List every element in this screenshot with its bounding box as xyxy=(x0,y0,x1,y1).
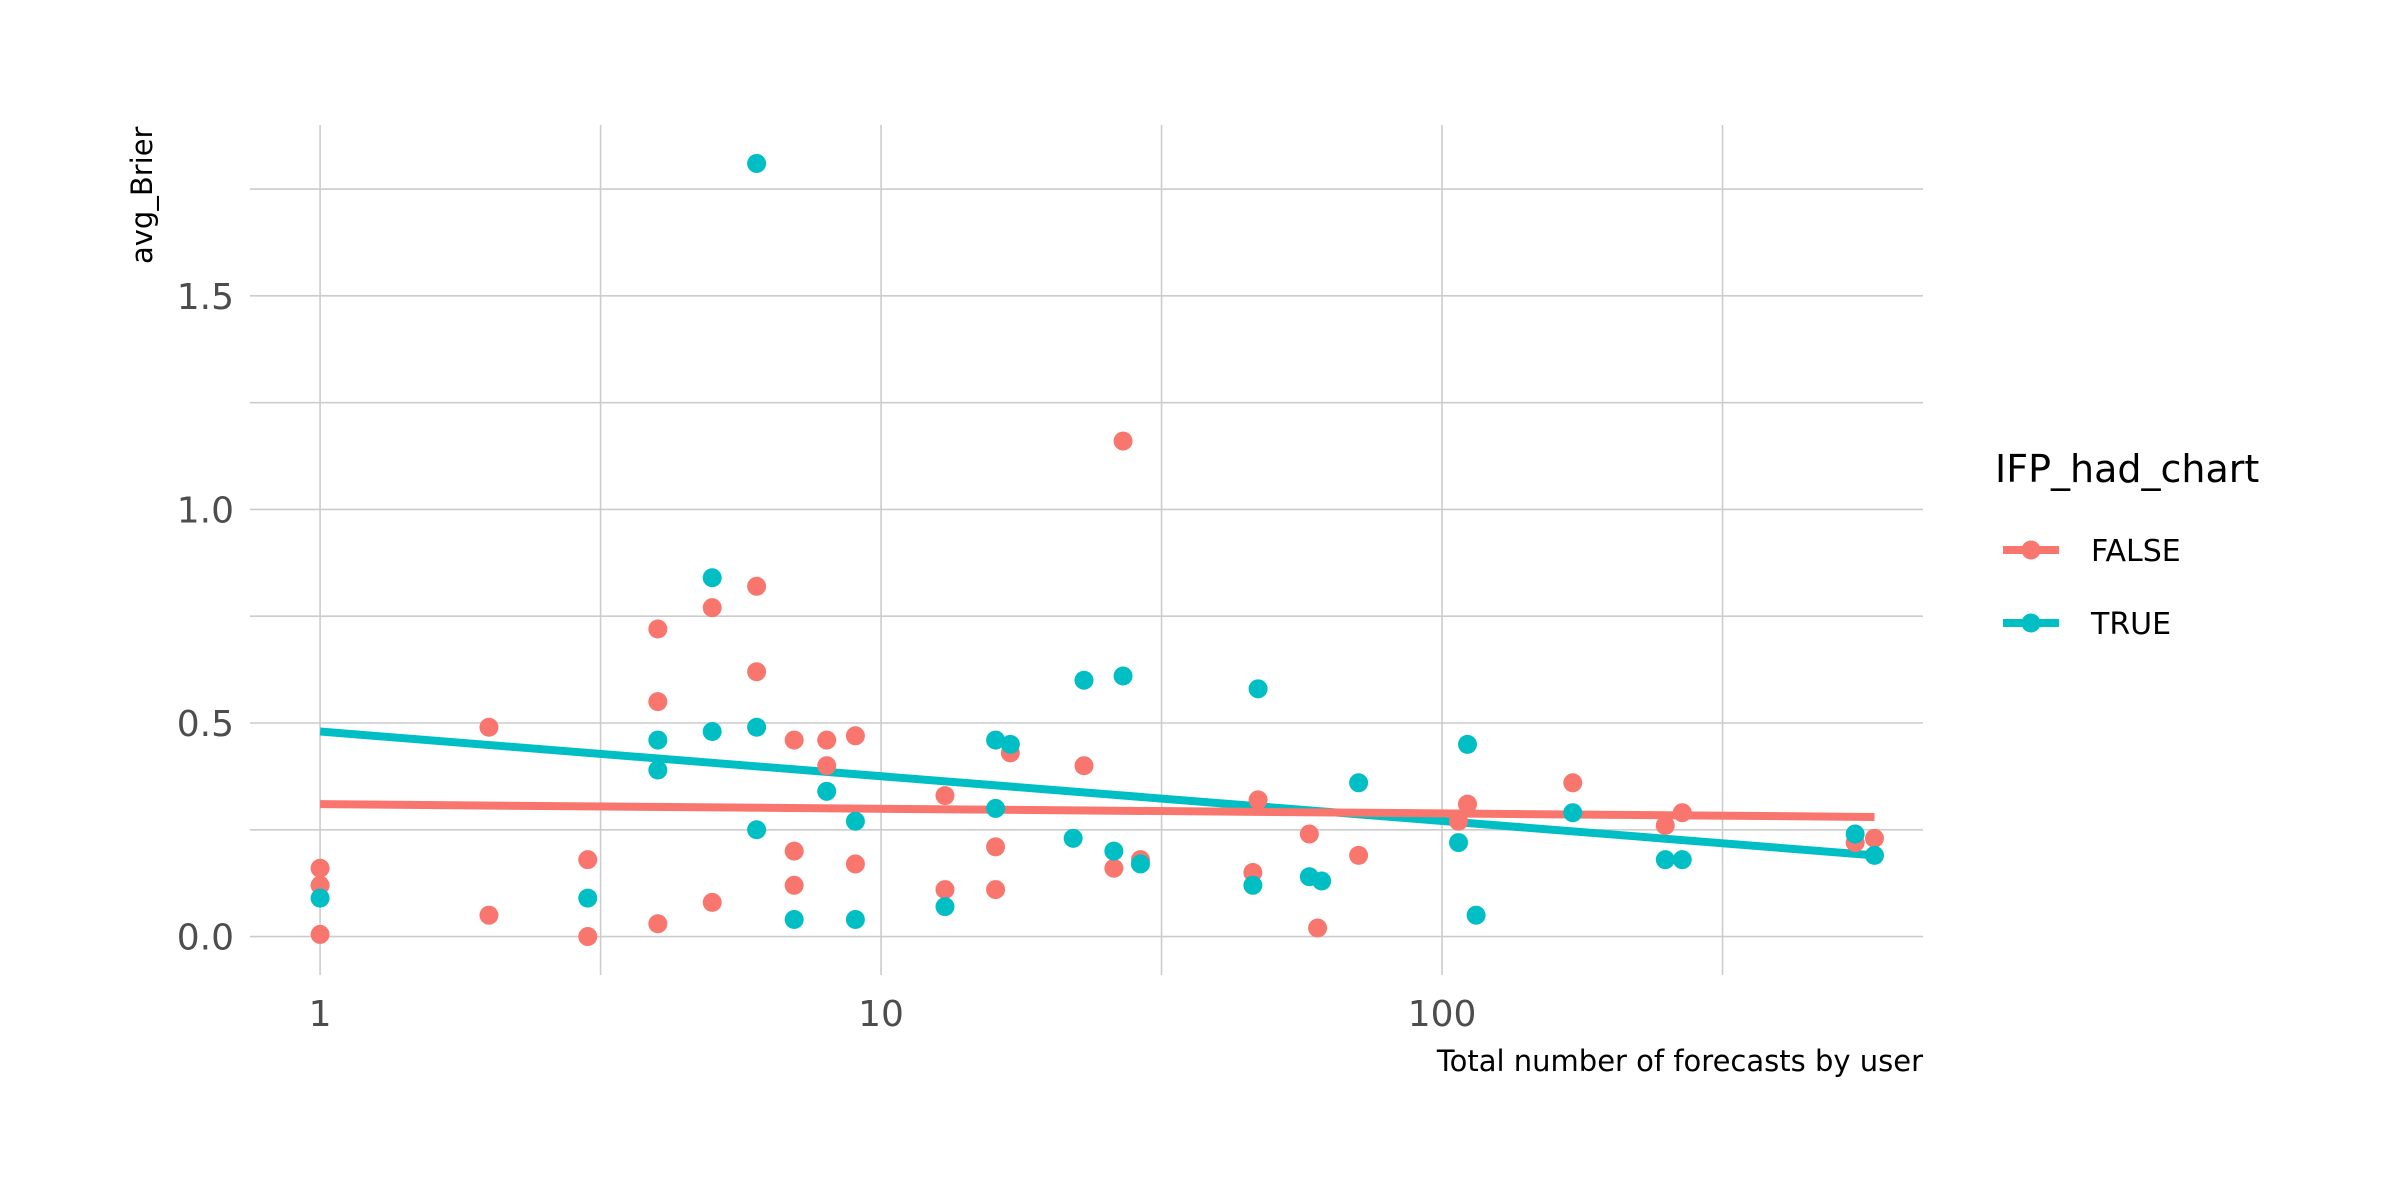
data-point-false xyxy=(986,837,1006,857)
data-point-false xyxy=(479,905,499,925)
data-point-true xyxy=(747,153,767,173)
y-tick-label: 0.5 xyxy=(177,704,234,745)
y-tick-label: 0.0 xyxy=(177,918,234,959)
data-point-false xyxy=(935,786,955,806)
data-point-true xyxy=(1000,734,1020,754)
trend-lines xyxy=(319,727,1875,860)
data-point-false xyxy=(1864,828,1884,848)
data-point-true xyxy=(310,888,330,908)
data-point-false xyxy=(648,619,668,639)
data-point-false xyxy=(784,875,804,895)
data-point-false xyxy=(845,726,865,746)
data-point-false xyxy=(1349,845,1369,865)
data-point-false xyxy=(1449,811,1469,831)
legend-point-key xyxy=(2021,613,2041,633)
trend-line-false xyxy=(320,800,1875,821)
data-point-false xyxy=(817,730,837,750)
data-point-false xyxy=(784,730,804,750)
data-point-false xyxy=(648,914,668,934)
data-point-true xyxy=(747,820,767,840)
data-point-true xyxy=(1655,850,1675,870)
legend-item-false: FALSE xyxy=(2003,534,2181,569)
data-point-true xyxy=(1845,824,1865,844)
data-points xyxy=(310,153,1884,947)
data-point-false xyxy=(1074,756,1094,776)
data-point-false xyxy=(702,598,722,618)
data-point-false xyxy=(845,854,865,874)
data-point-true xyxy=(1466,905,1486,925)
data-point-true xyxy=(702,722,722,742)
data-point-true xyxy=(1074,670,1094,690)
legend-label: TRUE xyxy=(2090,607,2171,642)
data-point-false xyxy=(702,892,722,912)
x-tick-label: 10 xyxy=(858,994,904,1035)
data-point-true xyxy=(1563,803,1583,823)
data-point-false xyxy=(1563,773,1583,793)
data-point-true xyxy=(1063,828,1083,848)
data-point-false xyxy=(1248,790,1268,810)
data-point-false xyxy=(1104,858,1124,878)
data-point-true xyxy=(817,781,837,801)
data-point-true xyxy=(648,730,668,750)
data-point-false xyxy=(1457,794,1477,814)
data-point-false xyxy=(1113,431,1133,451)
data-point-false xyxy=(578,927,598,947)
data-point-false xyxy=(578,850,598,870)
data-point-true xyxy=(1130,854,1150,874)
legend-label: FALSE xyxy=(2091,534,2181,569)
x-tick-label: 1 xyxy=(309,994,332,1035)
y-axis-title: avg_Brier xyxy=(125,126,159,264)
legend: IFP_had_chart FALSE TRUE xyxy=(1995,447,2259,642)
data-point-true xyxy=(1449,833,1469,853)
data-point-false xyxy=(935,880,955,900)
y-tick-label: 1.0 xyxy=(177,490,234,531)
data-point-true xyxy=(845,811,865,831)
data-point-false xyxy=(817,756,837,776)
data-point-false xyxy=(310,924,330,944)
data-point-true xyxy=(578,888,598,908)
y-tick-label: 1.5 xyxy=(177,277,234,318)
data-point-false xyxy=(479,717,499,737)
data-point-false xyxy=(1672,803,1692,823)
data-point-false xyxy=(310,858,330,878)
x-axis-title: Total number of forecasts by user xyxy=(1436,1044,1923,1078)
data-point-false xyxy=(747,576,767,596)
data-point-true xyxy=(845,909,865,929)
x-tick-label: 100 xyxy=(1408,994,1477,1035)
tick-labels: 1 10 100 0.0 0.5 1.0 1.5 xyxy=(177,277,1477,1035)
data-point-true xyxy=(1104,841,1124,861)
data-point-false xyxy=(747,662,767,682)
data-point-true xyxy=(1312,871,1332,891)
data-point-true xyxy=(1864,845,1884,865)
data-point-true xyxy=(784,909,804,929)
data-point-true xyxy=(1672,850,1692,870)
grid xyxy=(250,125,1923,975)
legend-point-key xyxy=(2021,540,2041,560)
data-point-false xyxy=(1299,824,1319,844)
trend-line-true xyxy=(319,727,1875,860)
data-point-true xyxy=(986,730,1006,750)
legend-title: IFP_had_chart xyxy=(1995,447,2259,491)
data-point-false xyxy=(1655,816,1675,836)
data-point-false xyxy=(648,692,668,712)
data-point-true xyxy=(1243,875,1263,895)
data-point-true xyxy=(935,897,955,917)
legend-item-true: TRUE xyxy=(2003,607,2171,642)
data-point-true xyxy=(986,798,1006,818)
data-point-false xyxy=(784,841,804,861)
data-point-true xyxy=(1349,773,1369,793)
data-point-true xyxy=(648,760,668,780)
data-point-true xyxy=(1248,679,1268,699)
data-point-false xyxy=(1308,918,1328,938)
data-point-true xyxy=(1113,666,1133,686)
data-point-true xyxy=(702,568,722,588)
data-point-true xyxy=(747,717,767,737)
data-point-false xyxy=(986,880,1006,900)
data-point-true xyxy=(1457,734,1477,754)
